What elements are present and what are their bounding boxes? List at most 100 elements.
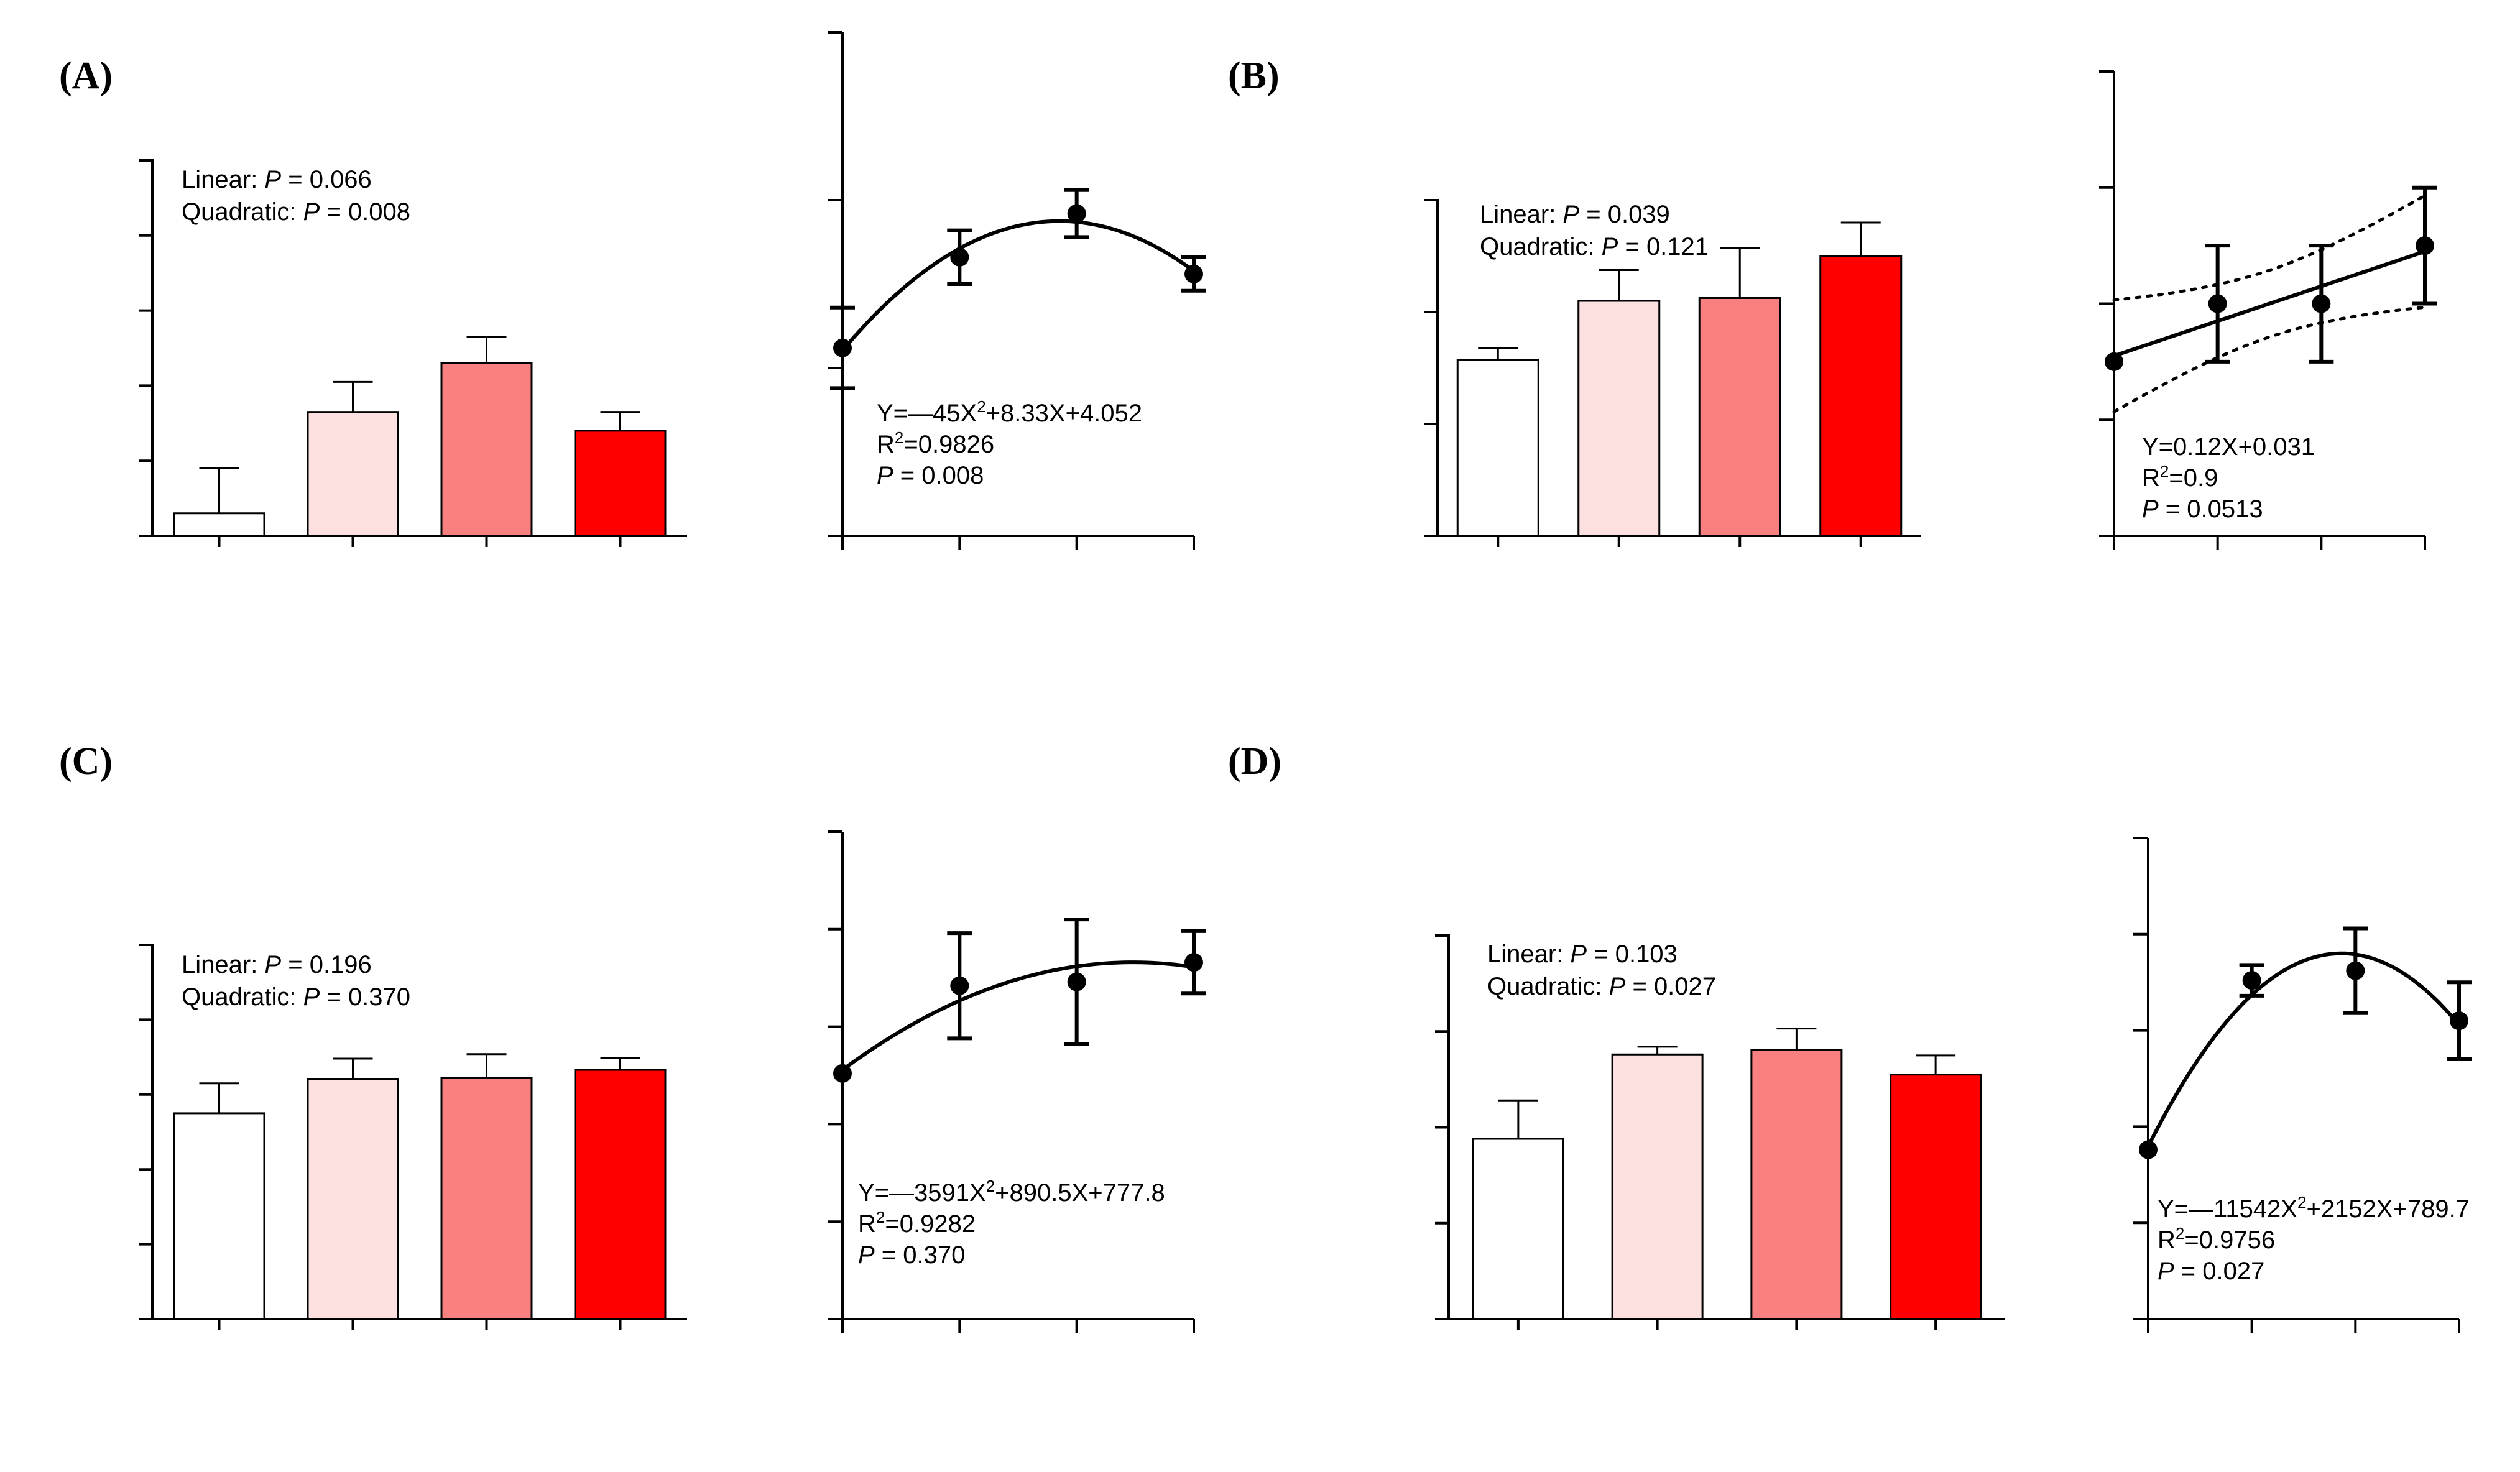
linear-prefix: Linear:: [182, 166, 264, 193]
equation-part: Y=—3591X: [858, 1179, 986, 1207]
bar: [574, 1069, 667, 1320]
linear-p-text: Linear: P = 0.103: [1487, 941, 1678, 968]
linear-p-value: 0.039: [1608, 201, 1670, 228]
eq-sign: =: [320, 198, 348, 226]
eq-sign: =: [875, 1241, 903, 1269]
fit-p-value: P = 0.0513: [2142, 495, 2263, 523]
bar: [1456, 359, 1539, 537]
panel-b-bar: Linear: P = 0.039 Quadratic: P = 0.121: [1424, 199, 1921, 547]
panel-label-b: (B): [1228, 55, 1280, 97]
p-symbol: P: [2142, 495, 2159, 523]
p-symbol: P: [858, 1241, 875, 1269]
equation-part: +890.5X+777.8: [995, 1179, 1165, 1207]
p-value: 0.370: [903, 1241, 965, 1269]
r-squared: R2=0.9282: [858, 1208, 976, 1238]
data-point: [1067, 972, 1086, 991]
p-symbol: P: [2158, 1258, 2174, 1285]
fit-equation: Y=—3591X2+890.5X+777.8: [858, 1177, 1165, 1207]
eq-sign: =: [281, 951, 310, 978]
p-value: 0.0513: [2187, 495, 2263, 523]
p-symbol: P: [303, 983, 320, 1011]
fit-curve: [841, 960, 1194, 1072]
p-symbol: P: [1562, 201, 1579, 228]
bar: [173, 512, 265, 537]
fit-p-value: P = 0.008: [877, 462, 984, 489]
bar: [574, 430, 667, 537]
fit-equation: Y=—45X2+8.33X+4.052: [877, 397, 1142, 427]
equation-part: +8.33X+4.052: [986, 400, 1142, 427]
r-value: =0.9826: [903, 431, 994, 458]
r-symbol: R: [2158, 1226, 2176, 1254]
eq-sign: =: [1579, 201, 1608, 228]
data-point: [950, 247, 969, 267]
r-exponent: 2: [2176, 1224, 2184, 1243]
linear-p-text: Linear: P = 0.196: [182, 951, 372, 978]
bar: [1750, 1049, 1843, 1320]
linear-prefix: Linear:: [1487, 941, 1570, 968]
linear-p-value: 0.103: [1615, 941, 1678, 968]
bar: [440, 1077, 533, 1320]
bar: [1472, 1138, 1564, 1320]
equation-part: Y=—45X: [877, 400, 977, 427]
p-symbol: P: [264, 166, 281, 193]
quadratic-prefix: Quadratic:: [182, 198, 303, 226]
linear-p-text: Linear: P = 0.039: [1480, 201, 1670, 228]
panel-label-d: (D): [1228, 740, 1281, 783]
fit-p-value: P = 0.370: [858, 1241, 965, 1269]
r-squared: R2=0.9826: [877, 428, 994, 458]
quadratic-prefix: Quadratic:: [182, 983, 303, 1011]
data-point: [1067, 204, 1086, 223]
data-point: [2105, 352, 2123, 371]
quadratic-prefix: Quadratic:: [1480, 233, 1602, 260]
eq-sign: =: [1618, 233, 1646, 260]
eq-sign: =: [281, 166, 310, 193]
linear-p-value: 0.066: [310, 166, 372, 193]
quadratic-p-value: 0.121: [1646, 233, 1709, 260]
linear-p-text: Linear: P = 0.066: [182, 166, 372, 193]
data-point: [1184, 953, 1203, 972]
data-point: [833, 1064, 852, 1083]
fit-p-value: P = 0.027: [2158, 1258, 2264, 1285]
r-symbol: R: [2142, 464, 2160, 492]
fit-equation: Y=0.12X+0.031: [2142, 433, 2315, 461]
data-point: [2312, 294, 2331, 313]
p-symbol: P: [877, 462, 893, 489]
confidence-band-upper: [2112, 194, 2427, 302]
data-point: [1184, 264, 1203, 283]
linear-p-value: 0.196: [310, 951, 372, 978]
data-point: [2416, 236, 2434, 255]
bar: [1819, 255, 1903, 537]
data-point: [950, 976, 969, 995]
panel-a-bar: Linear: P = 0.066 Quadratic: P = 0.008: [139, 159, 687, 547]
data-point: [2208, 294, 2227, 313]
data-point: [2242, 971, 2261, 990]
eq-sign: =: [1625, 973, 1654, 1000]
quadratic-p-text: Quadratic: P = 0.370: [182, 983, 410, 1011]
data-point: [2346, 961, 2365, 980]
plots-layer: Linear: P = 0.066 Quadratic: P = 0.008 Y=—…: [139, 31, 2472, 1333]
data-point: [2139, 1140, 2158, 1159]
p-symbol: P: [303, 198, 320, 226]
bar: [307, 411, 399, 537]
p-value: 0.008: [921, 462, 984, 489]
bar: [173, 1112, 265, 1320]
r-exponent: 2: [876, 1208, 885, 1226]
p-symbol: P: [264, 951, 281, 978]
equation-exponent: 2: [977, 397, 985, 416]
fit-curve: [2113, 249, 2425, 358]
equation-part: Y=—11542X: [2158, 1195, 2297, 1223]
panel-label-c: (C): [59, 740, 113, 783]
r-symbol: R: [858, 1210, 876, 1238]
r-symbol: R: [877, 431, 895, 458]
equation-exponent: 2: [986, 1177, 995, 1195]
panel-label-a: (A): [59, 55, 113, 97]
data-point: [833, 338, 852, 357]
bar: [1698, 297, 1781, 537]
quadratic-p-text: Quadratic: P = 0.121: [1480, 233, 1709, 260]
quadratic-p-text: Quadratic: P = 0.008: [182, 198, 410, 226]
r-squared: R2=0.9: [2142, 462, 2218, 492]
bar: [1890, 1074, 1982, 1320]
